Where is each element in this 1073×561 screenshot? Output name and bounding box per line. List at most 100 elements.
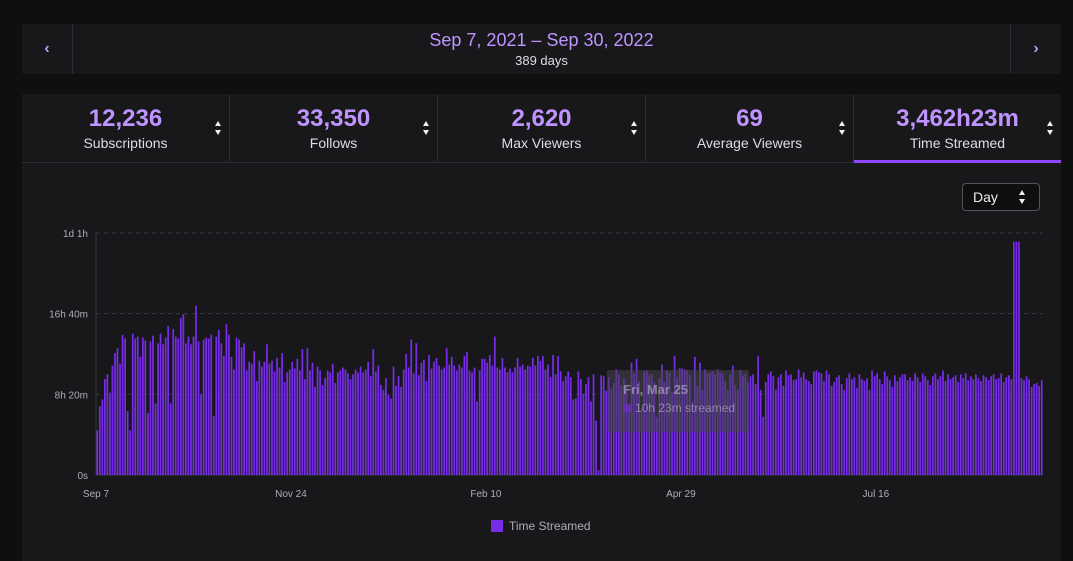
bar (529, 366, 532, 475)
bar (873, 376, 876, 475)
bar (1000, 373, 1003, 475)
bar (164, 337, 167, 475)
y-tick-label: 0s (77, 471, 88, 482)
stats-panel: 12,236 Subscriptions 33,350 Follows 2,62… (22, 94, 1061, 561)
bar (592, 374, 595, 475)
bar (147, 413, 149, 475)
bar (752, 374, 754, 475)
bar (136, 336, 139, 475)
bar (597, 470, 600, 475)
bar (334, 383, 337, 475)
bar (248, 361, 251, 475)
bar (268, 363, 271, 475)
bar (129, 430, 132, 475)
bar (501, 357, 504, 475)
bar (585, 384, 587, 475)
next-range-button[interactable]: › (1010, 24, 1061, 74)
bar (445, 348, 448, 475)
bar (357, 372, 359, 475)
previous-range-button[interactable]: ‹ (22, 24, 73, 74)
bar (106, 374, 109, 475)
bar (455, 370, 458, 475)
bar (179, 318, 182, 475)
bar (749, 376, 752, 475)
bar (374, 371, 377, 475)
bar (463, 355, 466, 475)
bar (433, 361, 435, 475)
bar (792, 380, 795, 475)
bar (878, 379, 881, 475)
bar (276, 357, 278, 475)
bar (319, 370, 321, 475)
bar (931, 376, 934, 475)
bar (972, 379, 975, 475)
bar (759, 389, 762, 475)
bar (858, 374, 861, 475)
bar (906, 380, 909, 475)
bar (344, 369, 347, 475)
bar (691, 401, 694, 475)
stat-label: Max Viewers (501, 134, 582, 151)
bar (600, 375, 603, 475)
chart-legend[interactable]: Time Streamed (491, 519, 591, 533)
bar (655, 416, 658, 475)
stat-subscriptions[interactable]: 12,236 Subscriptions (22, 94, 230, 162)
bar (916, 377, 919, 475)
stat-max-viewers[interactable]: 2,620 Max Viewers (438, 94, 646, 162)
stat-average-viewers[interactable]: 69 Average Viewers (646, 94, 854, 162)
bar (820, 373, 823, 475)
bar (385, 378, 387, 475)
bar (205, 337, 208, 475)
bar (850, 379, 853, 475)
bar (911, 381, 914, 475)
bar (1010, 379, 1013, 475)
bar (557, 355, 559, 475)
bar (544, 369, 547, 475)
bar (835, 377, 838, 475)
bar (856, 387, 858, 475)
bar (202, 339, 205, 475)
bar (904, 374, 906, 475)
bar (152, 335, 154, 475)
bar (291, 361, 294, 475)
bar (843, 389, 846, 475)
x-tick-label: Nov 24 (275, 489, 307, 500)
bar (1002, 382, 1005, 475)
granularity-selected: Day (973, 189, 998, 205)
bar (326, 370, 329, 475)
bar (491, 365, 494, 475)
select-arrows-icon (1017, 190, 1027, 204)
bar (101, 399, 104, 475)
bar (795, 379, 797, 475)
bar (569, 377, 572, 475)
granularity-select[interactable]: Day (962, 183, 1040, 211)
bar (534, 365, 537, 475)
bar (488, 354, 491, 475)
bar (1025, 376, 1028, 475)
bar (504, 367, 506, 475)
stat-label: Subscriptions (83, 134, 168, 151)
bar (511, 372, 514, 475)
bar (1007, 375, 1010, 475)
bar (440, 369, 443, 475)
stat-follows[interactable]: 33,350 Follows (230, 94, 438, 162)
bar (524, 369, 527, 475)
bar (233, 369, 235, 475)
bar (197, 341, 200, 475)
bar (486, 362, 489, 475)
bar (577, 371, 580, 475)
bar (868, 389, 871, 475)
stats-tabs: 12,236 Subscriptions 33,350 Follows 2,62… (22, 94, 1061, 163)
bar (331, 363, 334, 475)
bar (1035, 383, 1038, 475)
bar (995, 379, 998, 475)
bar (286, 372, 289, 475)
bar (1038, 385, 1041, 475)
bar (1033, 384, 1036, 475)
bar (240, 347, 243, 475)
stat-time-streamed[interactable]: 3,462h23m Time Streamed (854, 94, 1061, 163)
tooltip-value: 10h 23m streamed (635, 401, 736, 415)
bar (443, 367, 446, 475)
bar (977, 378, 980, 475)
bar (288, 369, 291, 475)
